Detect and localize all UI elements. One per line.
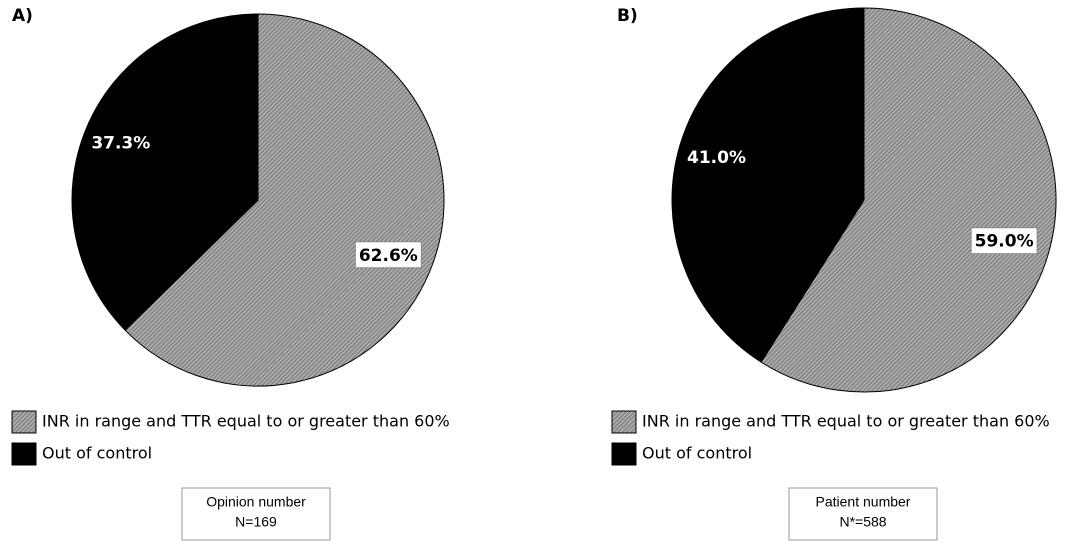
data-label: 41.0% xyxy=(687,148,746,168)
note-box xyxy=(788,487,938,541)
legend-label: Out of control xyxy=(42,444,152,463)
note-text: Patient number xyxy=(816,494,911,510)
data-label: 37.3% xyxy=(91,133,150,153)
panel-label: B) xyxy=(617,6,638,26)
legend-swatch xyxy=(11,410,37,434)
pie-slice xyxy=(671,7,865,363)
legend-label: INR in range and TTR equal to or greater… xyxy=(42,412,450,431)
legend-label: Out of control xyxy=(642,444,752,463)
note-text: Opinion number xyxy=(206,494,306,510)
panel-label: A) xyxy=(12,6,33,26)
legend-label: INR in range and TTR equal to or greater… xyxy=(642,412,1050,431)
data-label: 59.0% xyxy=(975,232,1034,252)
legend-swatch xyxy=(611,442,637,466)
legend-swatch xyxy=(611,410,637,434)
legend-swatch xyxy=(11,442,37,466)
label-box xyxy=(970,227,1038,255)
pie-slice xyxy=(71,13,259,331)
note-text: N=169 xyxy=(235,514,277,530)
note-text: N*=588 xyxy=(839,514,886,530)
note-box xyxy=(181,487,331,541)
label-box xyxy=(354,241,422,269)
data-label: 62.6% xyxy=(359,246,418,266)
pie-slice xyxy=(124,13,445,387)
pie-slice xyxy=(760,7,1057,393)
